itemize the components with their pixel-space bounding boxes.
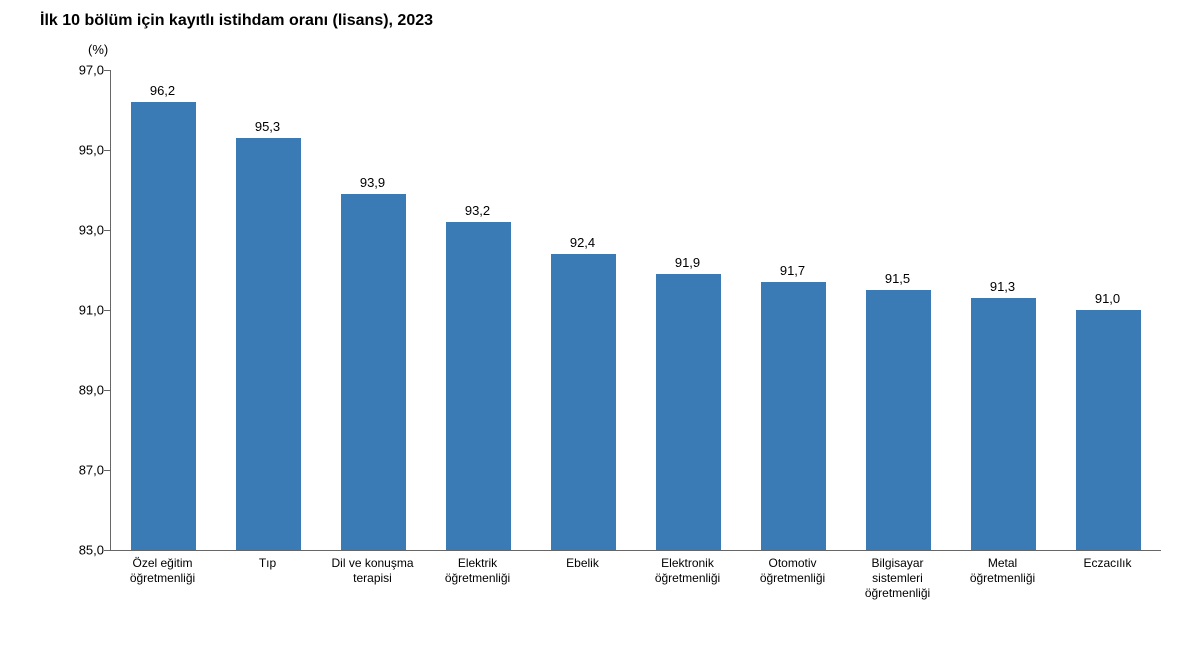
bar-value-label: 92,4 — [570, 235, 595, 250]
y-tick-label: 87,0 — [79, 463, 104, 478]
x-axis-label: Elektroniköğretmenliği — [638, 556, 738, 586]
bar — [551, 254, 616, 550]
x-axis-label: Dil ve konuşmaterapisi — [323, 556, 423, 586]
y-axis-unit-label: (%) — [88, 42, 108, 57]
y-tick-label: 91,0 — [79, 303, 104, 318]
y-tick-mark — [104, 150, 110, 151]
plot-area — [110, 70, 1161, 551]
bar-value-label: 95,3 — [255, 119, 280, 134]
y-tick-mark — [104, 390, 110, 391]
y-tick-label: 95,0 — [79, 143, 104, 158]
bar — [656, 274, 721, 550]
bar — [341, 194, 406, 550]
x-axis-label: Özel eğitimöğretmenliği — [113, 556, 213, 586]
bar-value-label: 91,5 — [885, 271, 910, 286]
chart-title: İlk 10 bölüm için kayıtlı istihdam oranı… — [40, 12, 433, 30]
bar-value-label: 91,3 — [990, 279, 1015, 294]
y-tick-label: 89,0 — [79, 383, 104, 398]
bar-value-label: 91,9 — [675, 255, 700, 270]
y-tick-label: 85,0 — [79, 543, 104, 558]
x-axis-label: Elektriköğretmenliği — [428, 556, 528, 586]
bar-value-label: 91,0 — [1095, 291, 1120, 306]
x-axis-label: Metalöğretmenliği — [953, 556, 1053, 586]
bar-value-label: 93,2 — [465, 203, 490, 218]
bar — [446, 222, 511, 550]
bar-value-label: 91,7 — [780, 263, 805, 278]
x-axis-label: Eczacılık — [1058, 556, 1158, 571]
y-tick-mark — [104, 310, 110, 311]
y-tick-mark — [104, 230, 110, 231]
x-axis-label: Tıp — [218, 556, 318, 571]
bar — [971, 298, 1036, 550]
y-tick-mark — [104, 470, 110, 471]
y-tick-mark — [104, 550, 110, 551]
chart-container: İlk 10 bölüm için kayıtlı istihdam oranı… — [0, 0, 1200, 650]
bar — [1076, 310, 1141, 550]
bar — [866, 290, 931, 550]
y-tick-label: 97,0 — [79, 63, 104, 78]
y-tick-mark — [104, 70, 110, 71]
x-axis-label: Bilgisayarsistemleriöğretmenliği — [848, 556, 948, 601]
y-tick-label: 93,0 — [79, 223, 104, 238]
bar — [761, 282, 826, 550]
bar — [131, 102, 196, 550]
bar-value-label: 93,9 — [360, 175, 385, 190]
bar — [236, 138, 301, 550]
x-axis-label: Otomotivöğretmenliği — [743, 556, 843, 586]
x-axis-label: Ebelik — [533, 556, 633, 571]
bar-value-label: 96,2 — [150, 83, 175, 98]
